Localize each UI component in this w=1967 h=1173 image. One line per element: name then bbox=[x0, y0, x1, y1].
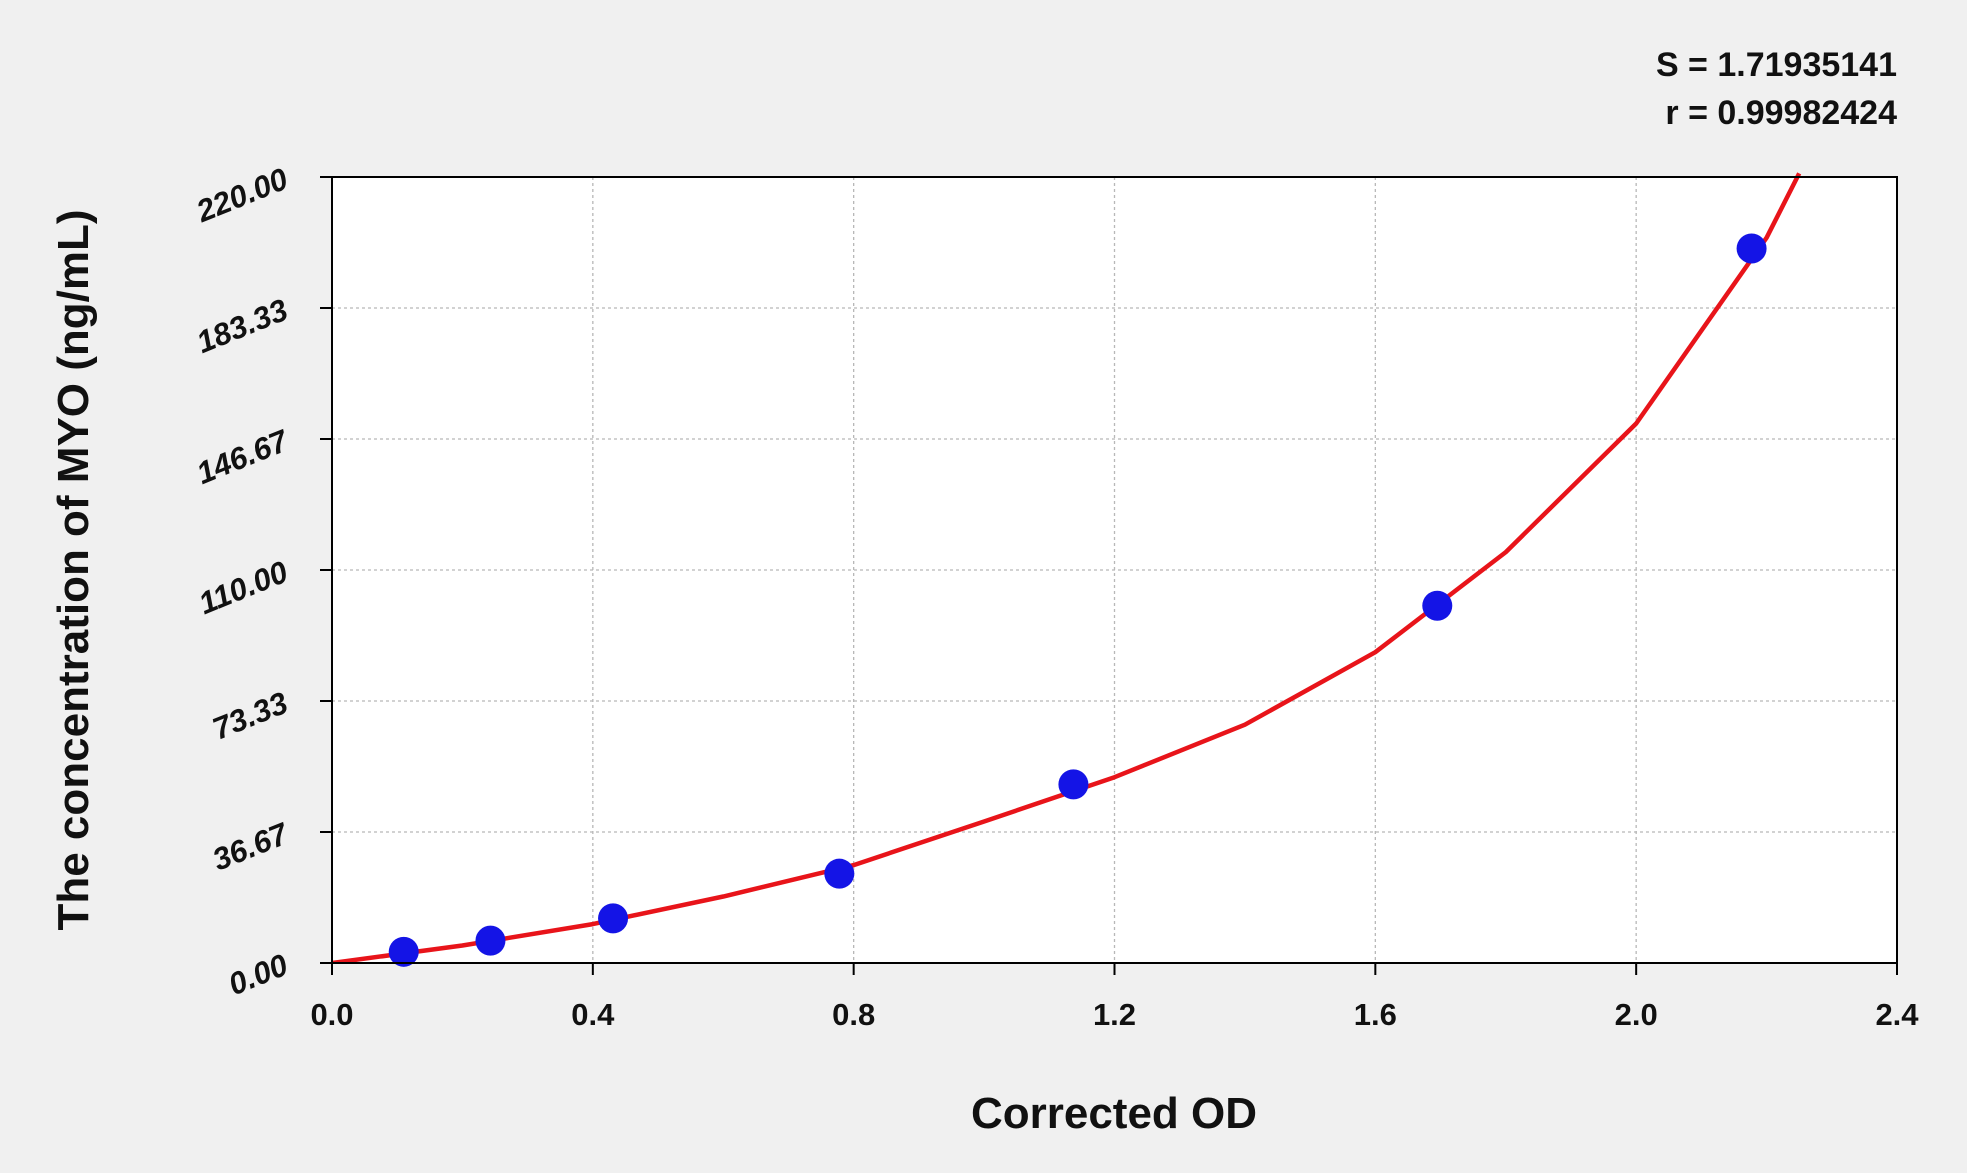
data-point bbox=[598, 903, 629, 934]
data-point bbox=[388, 936, 419, 967]
y-tick-label: 146.67 bbox=[192, 422, 295, 491]
data-point bbox=[1058, 769, 1089, 800]
y-axis-title: The concentration of MYO (ng/mL) bbox=[49, 209, 98, 930]
y-tick-label: 36.67 bbox=[208, 815, 295, 877]
x-tick-label: 0.4 bbox=[571, 997, 615, 1032]
y-tick-label: 73.33 bbox=[208, 685, 293, 747]
y-tick-label: 183.33 bbox=[192, 292, 293, 360]
annotation: S = 1.71935141 bbox=[1656, 46, 1897, 84]
x-tick-label: 1.6 bbox=[1354, 997, 1397, 1032]
x-tick-label: 2.4 bbox=[1875, 997, 1919, 1032]
y-tick-label: 0.00 bbox=[224, 947, 293, 1002]
data-point bbox=[475, 925, 506, 956]
x-tick-label: 0.0 bbox=[310, 997, 353, 1032]
fit-curve bbox=[332, 172, 1802, 963]
annotation: r = 0.99982424 bbox=[1665, 94, 1897, 132]
x-tick-label: 0.8 bbox=[832, 997, 875, 1032]
data-point bbox=[824, 858, 855, 889]
data-point bbox=[1736, 233, 1767, 264]
y-tick-label: 220.00 bbox=[191, 161, 293, 229]
data-point bbox=[1422, 590, 1453, 621]
x-axis-title: Corrected OD bbox=[971, 1089, 1257, 1138]
y-tick-label: 110.00 bbox=[194, 554, 293, 621]
x-tick-label: 2.0 bbox=[1615, 997, 1658, 1032]
x-tick-label: 1.2 bbox=[1093, 997, 1136, 1032]
